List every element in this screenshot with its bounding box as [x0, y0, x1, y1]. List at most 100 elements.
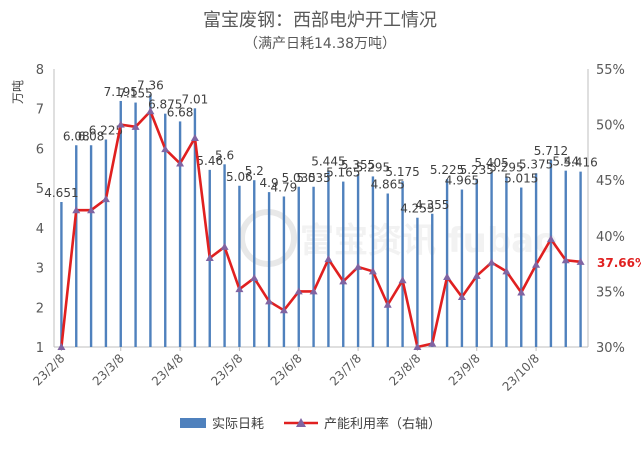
legend-line-marker	[296, 418, 306, 427]
bar-data-label: 5.06	[226, 170, 253, 184]
bar	[460, 189, 464, 347]
right-tick-label: 35%	[596, 285, 625, 300]
bar-data-label: 5.035	[296, 171, 330, 185]
x-tick-label: 23/2/8	[30, 351, 67, 388]
bar-data-label: 5.405	[474, 156, 508, 170]
bar-data-label: 6.68	[167, 105, 194, 119]
line-point	[235, 285, 244, 293]
line-point	[205, 254, 214, 262]
bar-data-label: 4.355	[415, 198, 449, 212]
legend: 实际日耗 产能利用率（右轴）	[180, 416, 441, 432]
bar	[371, 176, 375, 347]
bar	[267, 192, 271, 347]
chart-subtitle: （满产日耗14.38万吨）	[244, 36, 396, 52]
bar-data-label: 4.255	[400, 202, 434, 216]
bar-data-label: 5.175	[385, 165, 419, 179]
bar-data-label: 5.712	[534, 144, 568, 158]
line-point	[354, 262, 363, 270]
left-tick-label: 7	[36, 103, 44, 118]
bar-data-label: 5.445	[311, 154, 345, 168]
legend-bar-swatch	[180, 418, 206, 428]
right-tick-label: 55%	[596, 63, 625, 78]
right-tick-label: 45%	[596, 174, 625, 189]
bar	[238, 185, 241, 347]
watermark-text: 富宝资讯 fubao	[300, 221, 557, 261]
watermark: 富宝资讯 fubao	[239, 209, 557, 267]
bar-data-label: 5.295	[356, 160, 390, 174]
line-point	[561, 256, 570, 264]
bar-data-label: 6.08	[78, 129, 105, 143]
bar	[475, 178, 478, 347]
right-tick-label: 40%	[596, 230, 625, 245]
line-point	[413, 343, 422, 350]
bar	[534, 173, 538, 347]
line-point	[487, 258, 496, 266]
line-point	[472, 271, 481, 279]
bar	[386, 193, 389, 347]
bar-data-label: 6.08	[63, 129, 90, 143]
line-point	[146, 107, 155, 115]
bar	[119, 100, 122, 347]
bar-data-label: 7.36	[137, 78, 164, 92]
left-tick-label: 6	[36, 142, 44, 157]
last-value-label: 37.66%	[597, 256, 641, 270]
bar	[445, 179, 449, 347]
left-tick-label: 5	[36, 182, 44, 197]
legend-line-label: 产能利用率（右轴）	[324, 416, 441, 432]
bar	[89, 145, 93, 347]
line-point	[309, 287, 318, 295]
line-point	[443, 272, 452, 280]
line-point	[294, 287, 303, 295]
bar	[520, 187, 523, 347]
x-tick-label: 23/6/8	[268, 351, 305, 388]
bar-data-label: 5.355	[341, 158, 375, 172]
bar	[149, 94, 152, 347]
x-tick-label: 23/7/8	[327, 351, 364, 388]
line-point	[72, 206, 81, 214]
bar	[60, 202, 63, 347]
left-tick-label: 3	[36, 262, 44, 277]
bar-data-label: 5.44	[552, 155, 579, 169]
bar	[282, 196, 286, 347]
bar	[297, 186, 300, 347]
bar	[312, 186, 315, 347]
left-tick-label: 8	[36, 63, 44, 78]
line-point	[131, 122, 140, 130]
x-tick-label: 23/8/8	[386, 351, 423, 388]
bar	[505, 176, 508, 347]
bar	[178, 121, 182, 348]
line-point	[502, 267, 511, 275]
bar-data-label: 4.965	[445, 174, 479, 188]
x-tick-label: 23/10/8	[500, 351, 543, 394]
line-point	[161, 145, 170, 153]
bar	[549, 159, 553, 347]
line-point	[116, 120, 125, 128]
line-point	[339, 277, 348, 285]
bar	[356, 174, 360, 347]
bar	[223, 164, 226, 347]
right-tick-label: 50%	[596, 119, 625, 134]
legend-bar-label: 实际日耗	[212, 417, 264, 432]
bar-data-label: 4.865	[371, 178, 405, 192]
line-point	[546, 235, 555, 243]
x-tick-label: 23/3/8	[90, 351, 127, 388]
right-tick-label: 30%	[596, 341, 625, 356]
line-point	[532, 260, 541, 268]
bar	[164, 113, 167, 347]
line-point	[101, 195, 110, 203]
bar-data-label: 5.035	[282, 171, 316, 185]
bar	[134, 102, 137, 348]
line-point	[324, 255, 333, 263]
bar-data-label: 5.416	[563, 156, 597, 170]
bar	[253, 180, 256, 347]
bar	[342, 181, 345, 347]
bar	[416, 217, 419, 347]
bar	[431, 213, 434, 347]
left-tick-label: 2	[36, 301, 44, 316]
bar-data-label: 5.295	[489, 160, 523, 174]
chart-title: 富宝废钢：西部电炉开工情况	[203, 10, 437, 31]
bar-data-label: 5.46	[196, 154, 223, 168]
line-point	[250, 274, 259, 282]
